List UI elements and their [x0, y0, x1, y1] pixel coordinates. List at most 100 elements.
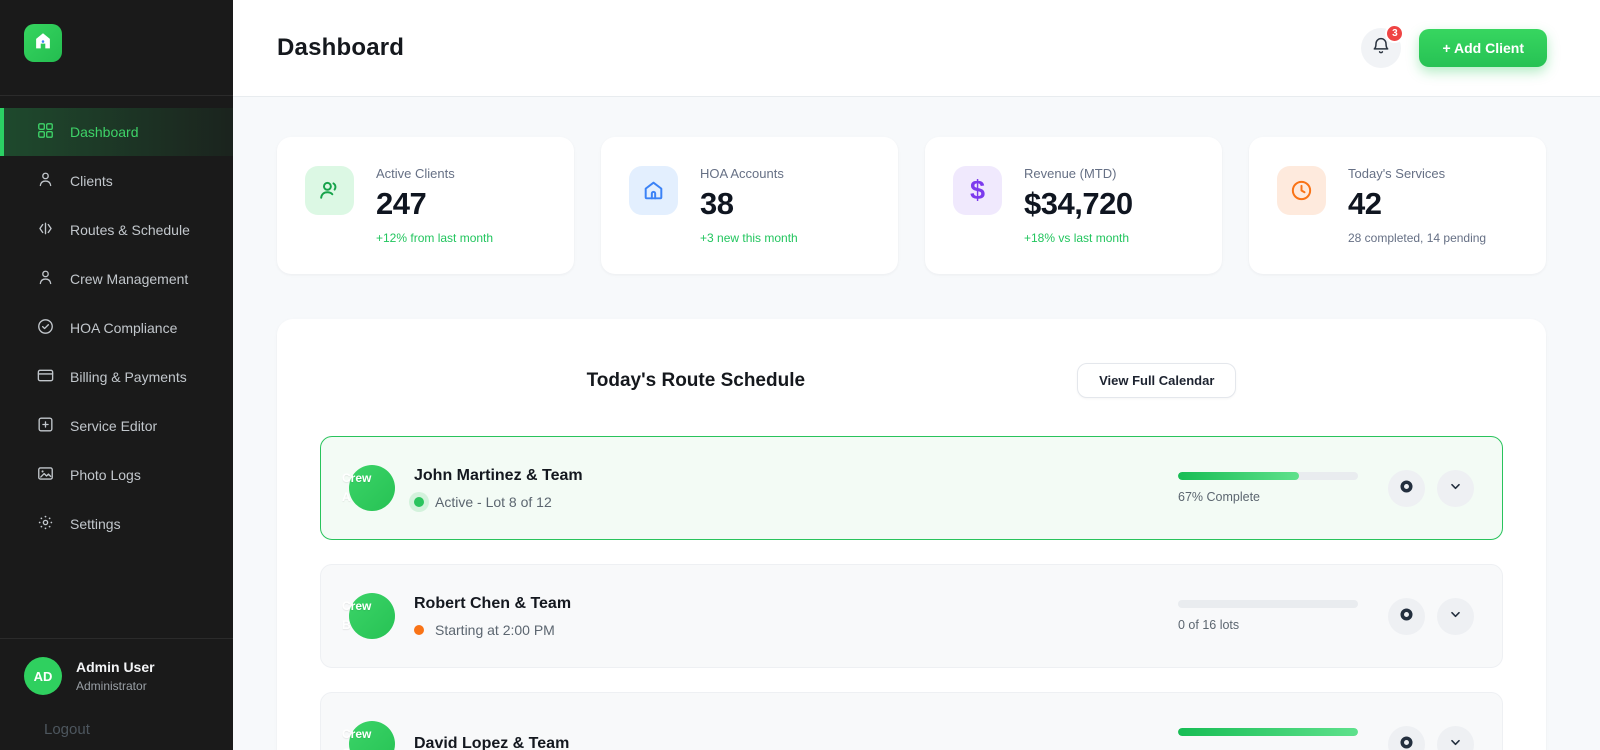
content: Active Clients 247 +12% from last month … [233, 97, 1600, 750]
circle-dot-icon [1398, 478, 1415, 498]
stat-subtext: +3 new this month [700, 231, 798, 245]
stat-subtext: +12% from last month [376, 231, 494, 245]
progress-fill [1178, 727, 1358, 736]
crew-name: Robert Chen & Team [414, 594, 572, 612]
route-icon [36, 219, 55, 241]
expand-crew-button[interactable] [1437, 469, 1474, 507]
progress-fill [1178, 471, 1299, 480]
progress-label: 67% Complete [1178, 489, 1260, 504]
sidebar: Dashboard Clients Routes & Schedule Crew… [0, 0, 233, 750]
view-full-calendar-button[interactable]: View Full Calendar [1077, 363, 1237, 398]
crew-status: Starting at 2:00 PM [414, 622, 571, 638]
sidebar-item-label: Settings [70, 516, 121, 532]
sidebar-item-dashboard[interactable]: Dashboard [0, 108, 233, 156]
circle-dot-icon [1398, 606, 1415, 626]
sidebar-item-routes-schedule[interactable]: Routes & Schedule [0, 206, 233, 254]
expand-crew-button[interactable] [1437, 725, 1474, 750]
crew-progress [1178, 727, 1358, 750]
person-icon [36, 170, 55, 192]
clock-icon [1277, 166, 1326, 215]
schedule-title: Today's Route Schedule [586, 369, 806, 391]
app-logo[interactable] [24, 24, 62, 62]
credit-card-icon [36, 366, 55, 388]
stats-row: Active Clients 247 +12% from last month … [277, 137, 1546, 274]
progress-track [1178, 471, 1358, 480]
crew-row[interactable]: Crew C David Lopez & Team [320, 692, 1503, 750]
stat-card: HOA Accounts 38 +3 new this month [601, 137, 898, 274]
sidebar-item-service-editor[interactable]: Service Editor [0, 402, 233, 450]
sidebar-item-label: Clients [70, 173, 113, 189]
top-header: Dashboard 3 + Add Client [233, 0, 1600, 97]
sidebar-item-label: Dashboard [70, 124, 139, 140]
crew-row[interactable]: Crew B Robert Chen & Team Starting at 2:… [320, 564, 1503, 668]
track-crew-button[interactable] [1388, 469, 1425, 507]
sidebar-item-label: Billing & Payments [70, 369, 187, 385]
sidebar-item-label: Routes & Schedule [70, 222, 190, 238]
sidebar-item-settings[interactable]: Settings [0, 500, 233, 548]
progress-track [1178, 599, 1358, 608]
logout-link[interactable]: Logout [44, 721, 90, 738]
chevron-down-icon [1447, 478, 1464, 498]
crew-status-text: Active - Lot 8 of 12 [435, 493, 552, 510]
notification-count-badge: 3 [1385, 24, 1405, 43]
progress-label [1178, 746, 1358, 750]
user-role: Administrator [76, 679, 147, 693]
dollar-icon: $ [953, 166, 1002, 215]
home-icon [32, 30, 54, 57]
settings-dots-icon [36, 513, 55, 535]
page-title: Dashboard [277, 34, 405, 61]
stat-subtext: +18% vs last month [1024, 231, 1130, 245]
main-area: Dashboard 3 + Add Client Active Clients … [233, 0, 1600, 750]
sidebar-item-crew-management[interactable]: Crew Management [0, 255, 233, 303]
crew-list: Crew A John Martinez & Team Active - Lot… [320, 436, 1503, 750]
sidebar-item-photo-logs[interactable]: Photo Logs [0, 451, 233, 499]
stat-value: 247 [376, 186, 427, 221]
crew-progress: 0 of 16 lots [1178, 599, 1358, 633]
stat-label: Revenue (MTD) [1024, 166, 1117, 181]
chevron-down-icon [1447, 606, 1464, 626]
schedule-header: Today's Route Schedule View Full Calenda… [320, 363, 1503, 398]
user-name: Admin User [76, 659, 155, 675]
sidebar-footer: AD Admin User Administrator Logout [0, 638, 233, 750]
crew-avatar: Crew C [342, 721, 395, 750]
crew-avatar-label: Crew C [342, 727, 372, 750]
track-crew-button[interactable] [1388, 597, 1425, 635]
crew-avatar: Crew B [342, 593, 395, 639]
stat-card: Active Clients 247 +12% from last month [277, 137, 574, 274]
bell-icon [1371, 36, 1391, 61]
avatar: AD [24, 657, 62, 695]
stat-label: Active Clients [376, 166, 455, 181]
crew-progress: 67% Complete [1178, 471, 1358, 505]
sidebar-item-label: Service Editor [70, 418, 158, 434]
route-schedule-card: Today's Route Schedule View Full Calenda… [277, 319, 1546, 750]
crew-row[interactable]: Crew A John Martinez & Team Active - Lot… [320, 436, 1503, 540]
photo-icon [36, 464, 55, 486]
check-circle-icon [36, 317, 55, 339]
status-dot-icon [414, 624, 424, 635]
sidebar-item-label: Photo Logs [70, 467, 141, 483]
crew-avatar-label: Crew B [342, 599, 372, 632]
sidebar-item-clients[interactable]: Clients [0, 157, 233, 205]
stat-label: Today's Services [1348, 166, 1446, 181]
users-icon [305, 166, 354, 215]
crew-avatar: Crew A [342, 465, 395, 511]
progress-label: 0 of 16 lots [1178, 617, 1240, 632]
logo-area [0, 0, 233, 96]
circle-dot-icon [1398, 734, 1415, 750]
sidebar-item-label: HOA Compliance [70, 320, 178, 336]
expand-crew-button[interactable] [1437, 597, 1474, 635]
sidebar-item-billing-payments[interactable]: Billing & Payments [0, 353, 233, 401]
stat-label: HOA Accounts [700, 166, 784, 181]
track-crew-button[interactable] [1388, 725, 1425, 750]
stat-card: $ Revenue (MTD) $34,720 +18% vs last mon… [925, 137, 1222, 274]
add-client-button[interactable]: + Add Client [1419, 29, 1547, 67]
sidebar-nav: Dashboard Clients Routes & Schedule Crew… [0, 96, 233, 549]
crew-name: John Martinez & Team [414, 466, 583, 484]
crew-status-text: Starting at 2:00 PM [435, 621, 555, 638]
stat-value: 42 [1348, 186, 1382, 221]
user-profile[interactable]: AD Admin User Administrator [24, 657, 209, 695]
sidebar-item-hoa-compliance[interactable]: HOA Compliance [0, 304, 233, 352]
notifications-button[interactable]: 3 [1361, 24, 1405, 68]
home-icon [629, 166, 678, 215]
square-plus-icon [36, 415, 55, 437]
